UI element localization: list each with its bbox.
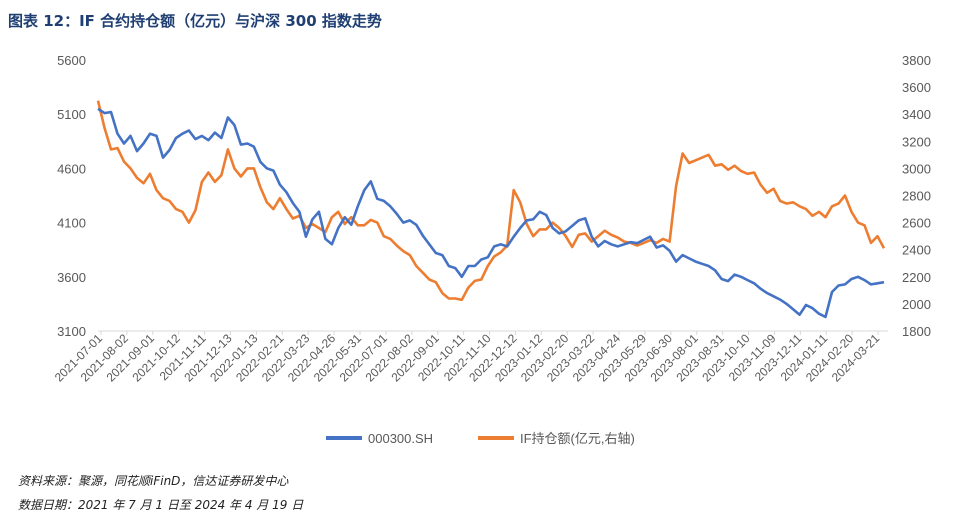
right-y-tick-label: 2800 <box>902 189 931 204</box>
legend-label-index: 000300.SH <box>368 431 433 446</box>
series-line-if-open-interest <box>96 100 886 302</box>
right-y-tick-label: 1800 <box>902 324 931 339</box>
legend: 000300.SH IF持仓额(亿元,右轴) <box>326 431 635 446</box>
left-y-tick-label: 5600 <box>57 53 86 68</box>
source-note: 资料来源：聚源，同花顺iFinD，信达证券研发中心 <box>18 474 289 488</box>
right-y-tick-label: 2200 <box>902 270 931 285</box>
right-y-tick-label: 3400 <box>902 107 931 122</box>
legend-label-oi: IF持仓额(亿元,右轴) <box>520 431 635 446</box>
series-line-csi300 <box>97 107 885 319</box>
right-y-tick-label: 2000 <box>902 297 931 312</box>
chart-area: 3100 3600 4100 4600 5100 5600 1800 2000 2200 240… <box>52 53 931 446</box>
right-y-tick-label: 2400 <box>902 243 931 258</box>
left-y-tick-label: 3100 <box>57 324 86 339</box>
left-y-tick-label: 4600 <box>57 161 86 176</box>
left-y-tick-label: 4100 <box>57 216 86 231</box>
right-y-tick-label: 3800 <box>902 53 931 68</box>
chart-title: 图表 12：IF 合约持仓额（亿元）与沪深 300 指数走势 <box>8 12 382 30</box>
right-y-tick-label: 2600 <box>902 216 931 231</box>
right-y-axis: 1800 2000 2200 2400 2600 2800 3000 3200 3400 3600… <box>902 53 931 339</box>
plot-lines <box>96 100 886 319</box>
right-y-tick-label: 3600 <box>902 80 931 95</box>
left-y-tick-label: 3600 <box>57 270 86 285</box>
date-note: 数据日期：2021 年 7 月 1 日至 2024 年 4 月 19 日 <box>18 498 304 512</box>
x-axis-ticks: 2021-07-012021-08-022021-09-012021-10-12… <box>52 331 883 385</box>
left-y-tick-label: 5100 <box>57 107 86 122</box>
right-y-tick-label: 3000 <box>902 161 931 176</box>
left-y-axis: 3100 3600 4100 4600 5100 5600 <box>57 53 86 339</box>
right-y-tick-label: 3200 <box>902 134 931 149</box>
